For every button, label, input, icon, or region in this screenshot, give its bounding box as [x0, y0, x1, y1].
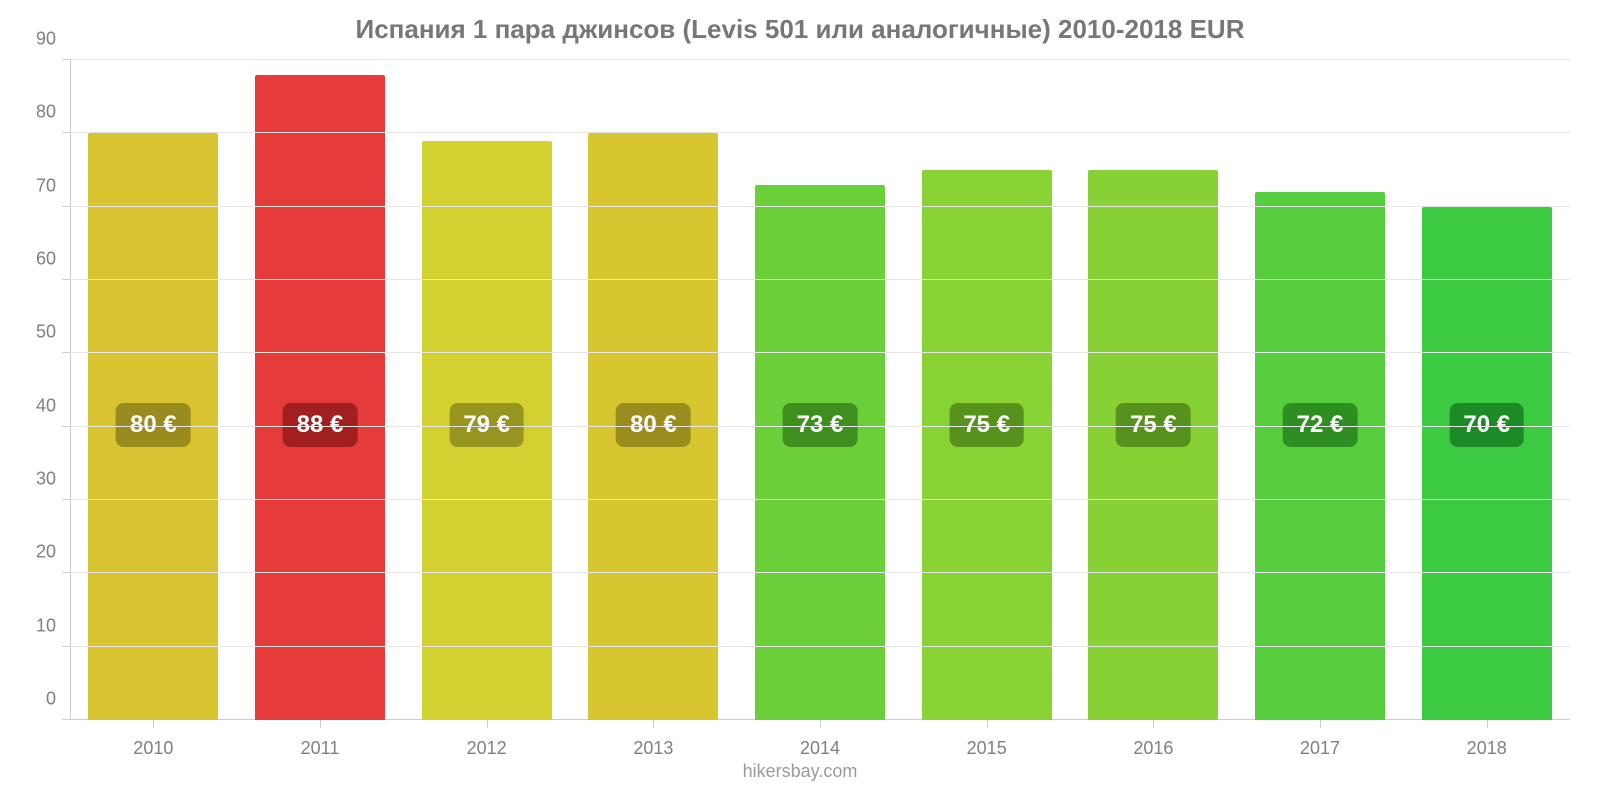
bar-slot: 75 €2015 [903, 60, 1070, 720]
gridline [70, 646, 1570, 647]
x-tick-label: 2017 [1300, 720, 1340, 759]
y-tick-label: 80 [36, 102, 70, 123]
bar-slot: 73 €2014 [737, 60, 904, 720]
value-badge: 72 € [1283, 403, 1358, 447]
y-tick [62, 352, 70, 353]
gridline [70, 426, 1570, 427]
bar-slot: 75 €2016 [1070, 60, 1237, 720]
y-tick-label: 70 [36, 175, 70, 196]
y-tick-label: 50 [36, 322, 70, 343]
gridline [70, 499, 1570, 500]
bars-container: 80 €201088 €201179 €201280 €201373 €2014… [70, 60, 1570, 720]
y-tick-label: 0 [46, 689, 70, 710]
bar [255, 75, 385, 720]
bar-chart: Испания 1 пара джинсов (Levis 501 или ан… [0, 0, 1600, 800]
value-badge: 73 € [783, 403, 858, 447]
bar [1422, 207, 1552, 720]
y-tick [62, 646, 70, 647]
attribution-text: hikersbay.com [0, 761, 1600, 782]
gridline [70, 279, 1570, 280]
bar-slot: 79 €2012 [403, 60, 570, 720]
y-tick-label: 20 [36, 542, 70, 563]
value-badge: 80 € [116, 403, 191, 447]
y-tick-label: 60 [36, 249, 70, 270]
y-tick [62, 279, 70, 280]
y-tick [62, 426, 70, 427]
x-tick-label: 2014 [800, 720, 840, 759]
bar-slot: 80 €2013 [570, 60, 737, 720]
bar-slot: 80 €2010 [70, 60, 237, 720]
bar [755, 185, 885, 720]
y-tick [62, 59, 70, 60]
bar-slot: 88 €2011 [237, 60, 404, 720]
value-badge: 70 € [1449, 403, 1524, 447]
x-tick-label: 2015 [967, 720, 1007, 759]
gridline [70, 572, 1570, 573]
gridline [70, 132, 1570, 133]
bar-slot: 70 €2018 [1403, 60, 1570, 720]
value-badge: 88 € [283, 403, 358, 447]
y-tick [62, 572, 70, 573]
plot-area: 80 €201088 €201179 €201280 €201373 €2014… [70, 60, 1570, 720]
chart-title: Испания 1 пара джинсов (Levis 501 или ан… [0, 0, 1600, 45]
x-tick-label: 2012 [467, 720, 507, 759]
y-tick [62, 499, 70, 500]
y-tick [62, 719, 70, 720]
bar [1255, 192, 1385, 720]
value-badge: 79 € [449, 403, 524, 447]
x-tick-label: 2011 [301, 720, 340, 759]
gridline [70, 59, 1570, 60]
x-tick-label: 2018 [1467, 720, 1507, 759]
value-badge: 75 € [1116, 403, 1191, 447]
y-tick [62, 206, 70, 207]
x-tick-label: 2016 [1133, 720, 1173, 759]
y-tick-label: 10 [36, 615, 70, 636]
value-badge: 75 € [949, 403, 1024, 447]
x-tick-label: 2013 [633, 720, 673, 759]
y-tick-label: 40 [36, 395, 70, 416]
x-tick-label: 2010 [133, 720, 173, 759]
y-tick [62, 132, 70, 133]
gridline [70, 206, 1570, 207]
y-tick-label: 30 [36, 469, 70, 490]
y-tick-label: 90 [36, 29, 70, 50]
value-badge: 80 € [616, 403, 691, 447]
bar-slot: 72 €2017 [1237, 60, 1404, 720]
gridline [70, 352, 1570, 353]
